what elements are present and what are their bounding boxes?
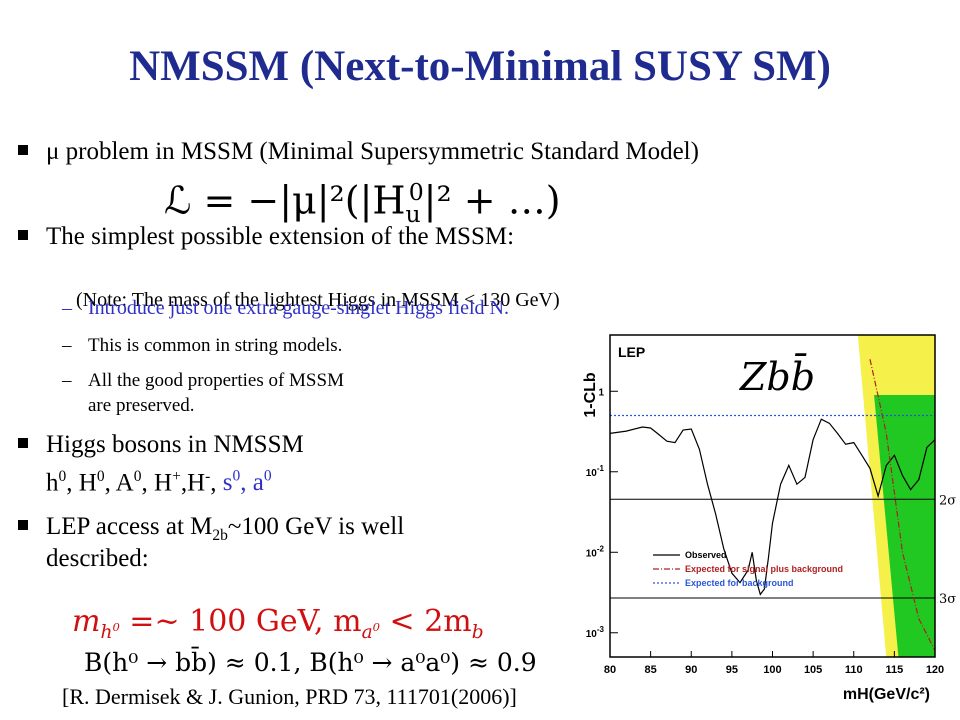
bullet-higgs-bosons: Higgs bosons in NMSSM	[18, 430, 304, 460]
eq-m-h-sub: h	[100, 622, 112, 643]
x-tick-label: 95	[726, 664, 738, 676]
bullet-extension-text: The simplest possible extension of the M…	[46, 223, 514, 250]
x-tick-label: 120	[926, 664, 944, 676]
x-tick-label: 100	[763, 664, 781, 676]
eq-m-a-sub: a	[362, 622, 373, 643]
y-tick-label: 1	[598, 387, 604, 398]
lep-exclusion-chart: 2σ 3σ 80 85 90 95 100 105 110 115 120 1 10-1 10-2 10-…	[565, 325, 958, 720]
chart-legend: Observed Expected for signal plus backgro…	[653, 550, 843, 588]
bullet-square-icon	[18, 230, 28, 240]
sub-item-introduce: –Introduce just one extra gauge-singlet …	[62, 296, 509, 320]
sigma-label: 2σ	[939, 493, 956, 508]
lep-text-2: ~100 GeV is well	[228, 513, 404, 540]
bullet-extension: The simplest possible extension of the M…	[18, 222, 514, 252]
lep-text-1: LEP access at M	[46, 513, 212, 540]
reference-citation: [R. Dermisek & J. Gunion, PRD 73, 111701…	[62, 684, 517, 710]
eq-mid: =~ 100 GeV, m	[120, 604, 362, 639]
slide-title: NMSSM (Next-to-Minimal SUSY SM)	[0, 42, 960, 91]
sub-item-string-models: –This is common in string models.	[62, 334, 342, 358]
y-tick-label: 10-3	[586, 625, 605, 640]
bullet-mu-problem: μ problem in MSSM (Minimal Supersymmetri…	[18, 137, 699, 167]
bullet-mu-problem-text: μ problem in MSSM (Minimal Supersymmetri…	[46, 138, 699, 165]
x-tick-label: 85	[645, 664, 657, 676]
lep-line-2: described:	[46, 544, 149, 574]
eq-right: < 2m	[380, 604, 472, 639]
x-tick-label: 105	[804, 664, 822, 676]
confidence-bands	[858, 335, 935, 657]
x-tick-label: 80	[604, 664, 616, 676]
sigma-label: 3σ	[939, 592, 956, 607]
eq-m-h: m	[72, 604, 100, 639]
chart-title: Zbb̄	[739, 354, 815, 399]
x-tick-label: 115	[886, 664, 904, 676]
y-tick-label: 10-2	[586, 544, 605, 559]
sub-item-introduce-text: Introduce just one extra gauge-singlet H…	[88, 297, 509, 319]
legend-entry: Expected for signal plus background	[685, 564, 843, 574]
sub-item-properties-text: All the good properties of MSSM	[88, 370, 344, 391]
equation-branching-ratios: B(h⁰ → bb̄) ≈ 0.1, B(h⁰ → a⁰a⁰) ≈ 0.9	[84, 648, 537, 677]
bullet-square-icon	[18, 520, 28, 530]
higgs-list: h0, H0, A0, H+,H-, s0, a0	[46, 462, 272, 498]
bullet-square-icon	[18, 438, 28, 448]
sub-item-string-models-text: This is common in string models.	[88, 335, 342, 356]
lep-subscript: 2b	[212, 527, 228, 544]
legend-entry: Observed	[685, 550, 727, 560]
x-tick-label: 110	[845, 664, 863, 676]
lagrangian-head: ℒ = −|μ|²(|H	[164, 179, 406, 223]
bullet-square-icon	[18, 145, 28, 155]
legend-entry: Expected for background	[685, 578, 794, 588]
sub-item-preserved: are preserved.	[88, 394, 195, 418]
sub-item-properties: –All the good properties of MSSM	[62, 369, 344, 393]
bullet-higgs-title: Higgs bosons in NMSSM	[46, 431, 304, 458]
lagrangian-equation: ℒ = −|μ|²(|Hu0|² + …)	[164, 178, 561, 228]
y-axis-label: 1-CLb	[582, 372, 599, 418]
eq-m-b-sub: b	[472, 622, 484, 643]
equation-mass-line: mh0 =~ 100 GeV, ma0 < 2mb	[72, 604, 484, 643]
y-tick-label: 10-1	[586, 464, 605, 479]
x-tick-label: 90	[685, 664, 697, 676]
lagrangian-tail: |² + …)	[424, 179, 561, 223]
lep-label: LEP	[618, 344, 645, 360]
x-axis-label: mH(GeV/c²)	[843, 686, 930, 703]
